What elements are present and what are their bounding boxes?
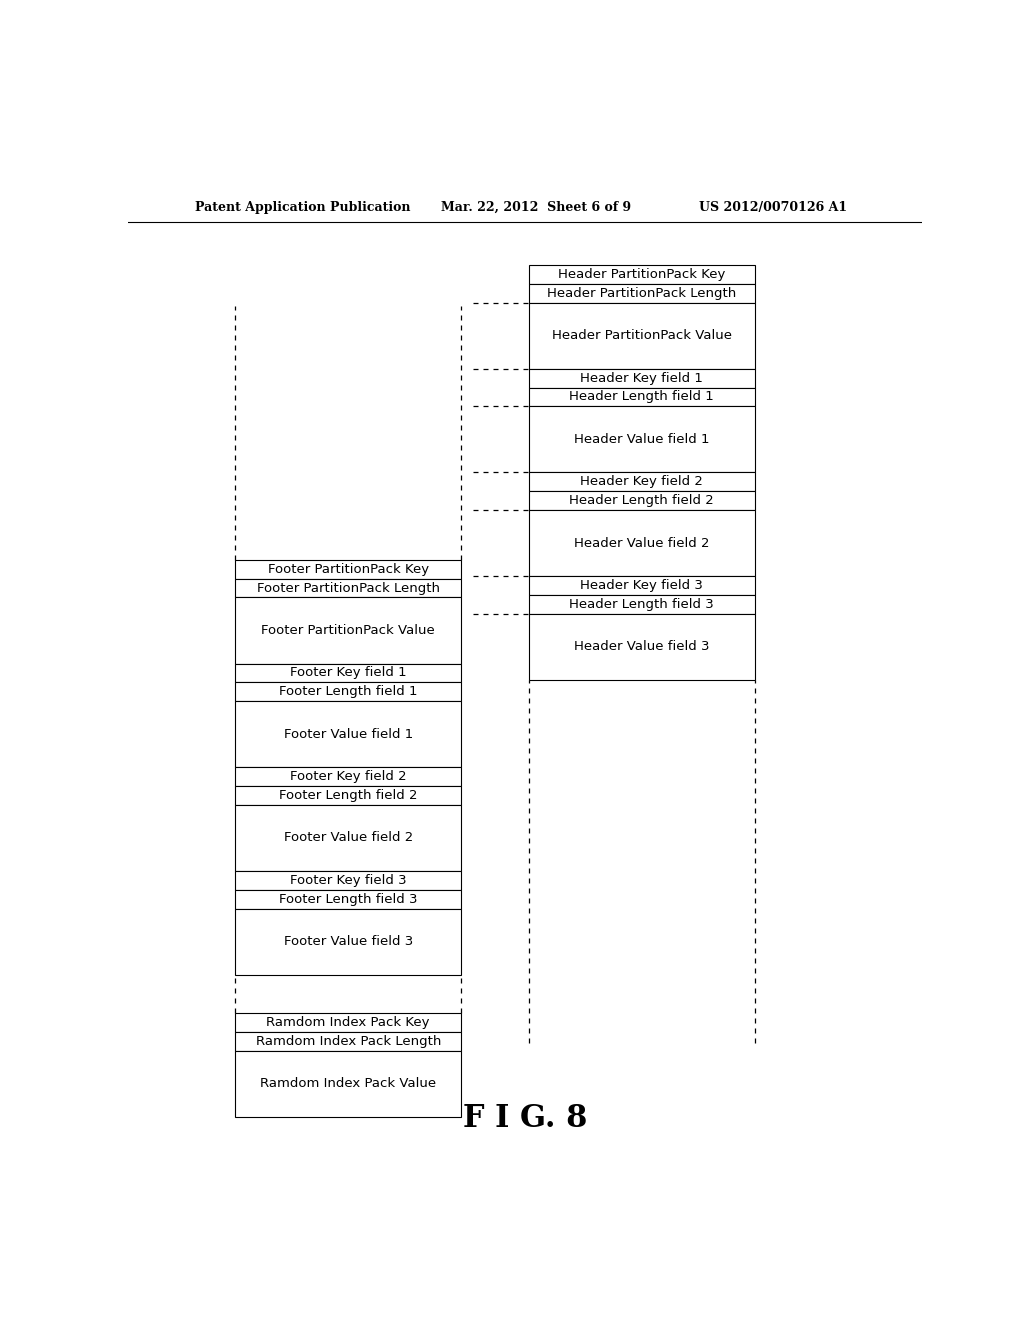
Bar	[236, 578, 461, 598]
Bar	[236, 701, 461, 767]
Text: Footer Value field 1: Footer Value field 1	[284, 727, 413, 741]
Text: Header Length field 3: Header Length field 3	[569, 598, 714, 611]
Text: Mar. 22, 2012  Sheet 6 of 9: Mar. 22, 2012 Sheet 6 of 9	[441, 201, 632, 214]
Text: Ramdom Index Pack Value: Ramdom Index Pack Value	[260, 1077, 436, 1090]
Bar	[236, 598, 461, 664]
Text: Header Value field 3: Header Value field 3	[574, 640, 710, 653]
Bar	[236, 785, 461, 805]
Text: Header PartitionPack Key: Header PartitionPack Key	[558, 268, 726, 281]
Bar	[236, 890, 461, 908]
Text: Footer Value field 3: Footer Value field 3	[284, 935, 413, 948]
Bar	[236, 767, 461, 785]
Text: Footer Key field 1: Footer Key field 1	[290, 667, 407, 680]
Text: Header PartitionPack Value: Header PartitionPack Value	[552, 329, 732, 342]
Bar	[236, 1014, 461, 1032]
Bar	[236, 805, 461, 871]
Text: Header Length field 2: Header Length field 2	[569, 494, 714, 507]
Text: Header Value field 2: Header Value field 2	[574, 537, 710, 549]
Bar	[528, 388, 755, 407]
Bar	[528, 576, 755, 595]
Text: Header PartitionPack Length: Header PartitionPack Length	[547, 286, 736, 300]
Text: Footer Key field 2: Footer Key field 2	[290, 770, 407, 783]
Bar	[236, 1051, 461, 1117]
Text: Header Key field 1: Header Key field 1	[581, 372, 703, 384]
Bar	[528, 368, 755, 388]
Text: Footer Length field 1: Footer Length field 1	[279, 685, 418, 698]
Text: Footer PartitionPack Key: Footer PartitionPack Key	[267, 562, 429, 576]
Text: Header Value field 1: Header Value field 1	[574, 433, 710, 446]
Bar	[236, 664, 461, 682]
Bar	[236, 560, 461, 578]
Text: F I G. 8: F I G. 8	[463, 1104, 587, 1134]
Text: Footer Length field 2: Footer Length field 2	[279, 789, 418, 803]
Text: Ramdom Index Pack Length: Ramdom Index Pack Length	[256, 1035, 441, 1048]
Text: US 2012/0070126 A1: US 2012/0070126 A1	[699, 201, 848, 214]
Bar	[528, 284, 755, 302]
Bar	[528, 510, 755, 576]
Bar	[528, 595, 755, 614]
Bar	[528, 265, 755, 284]
Text: Ramdom Index Pack Key: Ramdom Index Pack Key	[266, 1016, 430, 1030]
Text: Header Key field 3: Header Key field 3	[581, 579, 703, 593]
Text: Footer Key field 3: Footer Key field 3	[290, 874, 407, 887]
Text: Footer PartitionPack Length: Footer PartitionPack Length	[257, 582, 439, 594]
Bar	[528, 473, 755, 491]
Text: Header Key field 2: Header Key field 2	[581, 475, 703, 488]
Bar	[236, 871, 461, 890]
Text: Patent Application Publication: Patent Application Publication	[196, 201, 411, 214]
Bar	[236, 1032, 461, 1051]
Text: Footer Length field 3: Footer Length field 3	[279, 892, 418, 906]
Bar	[528, 614, 755, 680]
Bar	[528, 407, 755, 473]
Bar	[528, 302, 755, 368]
Text: Footer PartitionPack Value: Footer PartitionPack Value	[261, 624, 435, 638]
Bar	[236, 908, 461, 974]
Text: Header Length field 1: Header Length field 1	[569, 391, 714, 404]
Bar	[236, 682, 461, 701]
Bar	[528, 491, 755, 510]
Text: Footer Value field 2: Footer Value field 2	[284, 832, 413, 845]
